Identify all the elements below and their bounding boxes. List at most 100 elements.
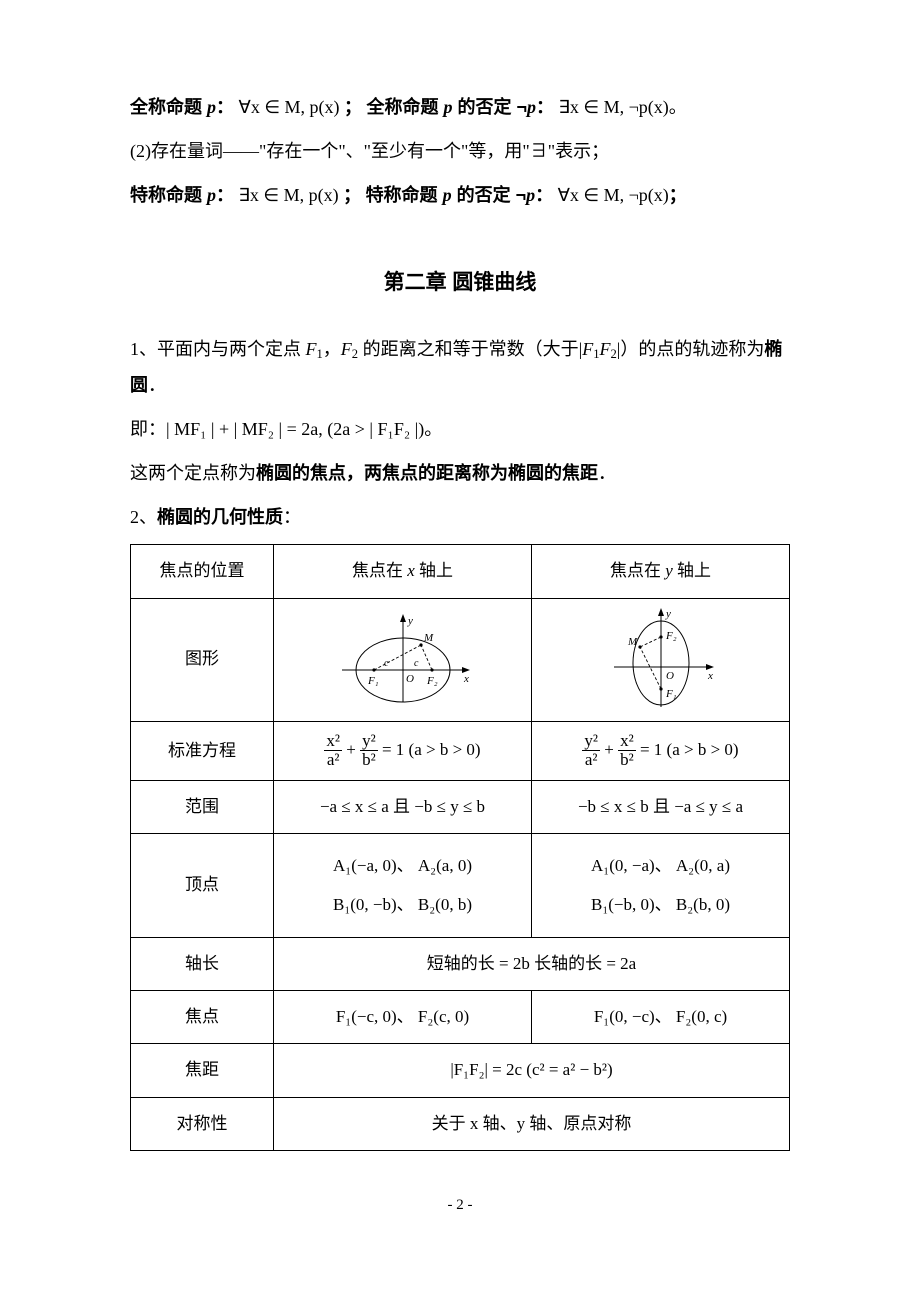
text-bold: 椭圆的焦点，两焦点的距离称为椭圆的焦距 [256, 463, 598, 483]
cell-axis: 短轴的长 = 2b 长轴的长 = 2a [274, 937, 790, 990]
comma: ， [323, 339, 341, 359]
table-row: 图形 y x M O F₁ F₂ c c [131, 598, 790, 721]
cell-shape-x: y x M O F₁ F₂ c c [274, 598, 532, 721]
denominator: b² [618, 751, 636, 770]
cell-hdr-pos: 焦点的位置 [131, 545, 274, 598]
existential-quantifier-line: (2)存在量词——"存在一个"、"至少有一个"等，用"∃"表示； [130, 134, 790, 168]
fraction: y²a² [582, 732, 600, 770]
cell-sym: 关于 x 轴、y 轴、原点对称 [274, 1097, 790, 1150]
Fb: F [600, 339, 611, 359]
c-label: c [384, 658, 389, 669]
text: 这两个定点称为 [130, 463, 256, 483]
cell-eq-label: 标准方程 [131, 721, 274, 780]
cond: = 1 (a > b > 0) [378, 740, 481, 759]
expr: ∃x ∈ M, p(x) [239, 185, 339, 205]
label2: 特称命题 [366, 185, 443, 205]
colon: ： [216, 97, 234, 117]
cell-range-label: 范围 [131, 780, 274, 833]
ellipse-y-axis-diagram: y x M O F₂ F₁ [596, 605, 726, 715]
lead: 即： [130, 419, 166, 439]
label: 特称命题 [130, 185, 207, 205]
p-symbol: p [443, 185, 452, 205]
M-label: M [627, 636, 638, 648]
text: ）的点的轨迹称为 [620, 339, 764, 359]
chapter-heading: 第二章 圆锥曲线 [130, 263, 790, 303]
text: 平面内与两个定点 [157, 339, 306, 359]
cell-vertex-x: A₁(−a, 0)、 A₂(a, 0) B₁(0, −b)、 B₂(0, b) [274, 834, 532, 938]
table-row: 焦距 |F₁F₂| = 2c (c² = a² − b²) [131, 1044, 790, 1097]
expr: ∀x ∈ M, ¬p(x) [558, 185, 669, 205]
text: (2)存在量词——"存在一个"、"至少有一个"等，用"∃"表示； [130, 141, 609, 161]
plus: + [342, 740, 360, 759]
table-row: 对称性 关于 x 轴、y 轴、原点对称 [131, 1097, 790, 1150]
cell-vertex-y: A₁(0, −a)、 A₂(0, a) B₁(−b, 0)、 B₂(b, 0) [532, 834, 790, 938]
cell-shape-label: 图形 [131, 598, 274, 721]
properties-heading: 2、椭圆的几何性质： [130, 500, 790, 534]
y-label: y [407, 615, 413, 627]
p-symbol: p [444, 97, 453, 117]
text: 的距离之和等于常数（大于 [358, 339, 579, 359]
vertex-line: B₁(0, −b)、 B₂(0, b) [280, 889, 525, 921]
cell-range-x: −a ≤ x ≤ a 且 −b ≤ y ≤ b [274, 780, 532, 833]
cell-focal-label: 焦距 [131, 1044, 274, 1097]
cell-sym-label: 对称性 [131, 1097, 274, 1150]
plus: + [600, 740, 618, 759]
p-symbol: p [527, 97, 536, 117]
sep: ； [343, 185, 361, 205]
fraction: x²a² [324, 732, 342, 770]
p-symbol: p [207, 185, 216, 205]
numerator: x² [618, 732, 636, 752]
neg-label: 的否定 ¬ [453, 97, 528, 117]
F2-label: F₂ [426, 675, 438, 687]
label2: 全称命题 [367, 97, 444, 117]
x-label: x [463, 673, 469, 685]
F1-label: F₁ [367, 675, 379, 687]
O-label: O [666, 670, 674, 682]
denominator: b² [360, 751, 378, 770]
period: 。 [669, 97, 687, 117]
ellipse-def-line: 1、平面内与两个定点 F1，F2 的距离之和等于常数（大于|F1F2|）的点的轨… [130, 332, 790, 401]
expr: ∃x ∈ M, ¬p(x) [559, 97, 669, 117]
vertex-line: B₁(−b, 0)、 B₂(b, 0) [538, 889, 783, 921]
cell-focus-y: F₁(0, −c)、 F₂(0, c) [532, 991, 790, 1044]
neg-label: 的否定 ¬ [452, 185, 527, 205]
colon: ： [535, 185, 553, 205]
expr: | MF₁ | + | MF₂ | = 2a, (2a > | F₁F₂ |) [166, 419, 424, 439]
item-number: 1、 [130, 339, 157, 359]
dot: ． [148, 375, 166, 395]
F2: F [341, 339, 352, 359]
title: 椭圆的几何性质 [157, 507, 283, 527]
y-label: y [665, 608, 671, 620]
label: 全称命题 [130, 97, 207, 117]
table-row: 标准方程 x²a² + y²b² = 1 (a > b > 0) y²a² + … [131, 721, 790, 780]
text: 焦点在 x 轴上 [352, 561, 453, 580]
colon: ： [216, 185, 234, 205]
cell-shape-y: y x M O F₂ F₁ [532, 598, 790, 721]
ellipse-properties-table: 焦点的位置 焦点在 x 轴上 焦点在 y 轴上 图形 y x M O F₁ F₂ [130, 544, 790, 1151]
cond: = 1 (a > b > 0) [636, 740, 739, 759]
Fa: F [582, 339, 593, 359]
cell-focus-label: 焦点 [131, 991, 274, 1044]
vertex-line: A₁(0, −a)、 A₂(0, a) [538, 850, 783, 882]
item-number: 2、 [130, 507, 157, 527]
c-label: c [414, 658, 419, 669]
M-label: M [423, 632, 434, 644]
table-row: 焦点 F₁(−c, 0)、 F₂(c, 0) F₁(0, −c)、 F₂(0, … [131, 991, 790, 1044]
cell-hdr-x: 焦点在 x 轴上 [274, 545, 532, 598]
fraction: x²b² [618, 732, 636, 770]
sep: ； [344, 97, 362, 117]
ellipse-equation-line: 即：| MF₁ | + | MF₂ | = 2a, (2a > | F₁F₂ |… [130, 412, 790, 446]
cell-focus-x: F₁(−c, 0)、 F₂(c, 0) [274, 991, 532, 1044]
numerator: x² [324, 732, 342, 752]
p-symbol: p [526, 185, 535, 205]
cell-range-y: −b ≤ x ≤ b 且 −a ≤ y ≤ a [532, 780, 790, 833]
table-row: 范围 −a ≤ x ≤ a 且 −b ≤ y ≤ b −b ≤ x ≤ b 且 … [131, 780, 790, 833]
numerator: y² [360, 732, 378, 752]
x-label: x [707, 670, 713, 682]
numerator: y² [582, 732, 600, 752]
table-row: 顶点 A₁(−a, 0)、 A₂(a, 0) B₁(0, −b)、 B₂(0, … [131, 834, 790, 938]
foci-def-line: 这两个定点称为椭圆的焦点，两焦点的距离称为椭圆的焦距． [130, 456, 790, 490]
dot: ． [598, 463, 616, 483]
expr: ∀x ∈ M, p(x) [239, 97, 340, 117]
denominator: a² [582, 751, 600, 770]
